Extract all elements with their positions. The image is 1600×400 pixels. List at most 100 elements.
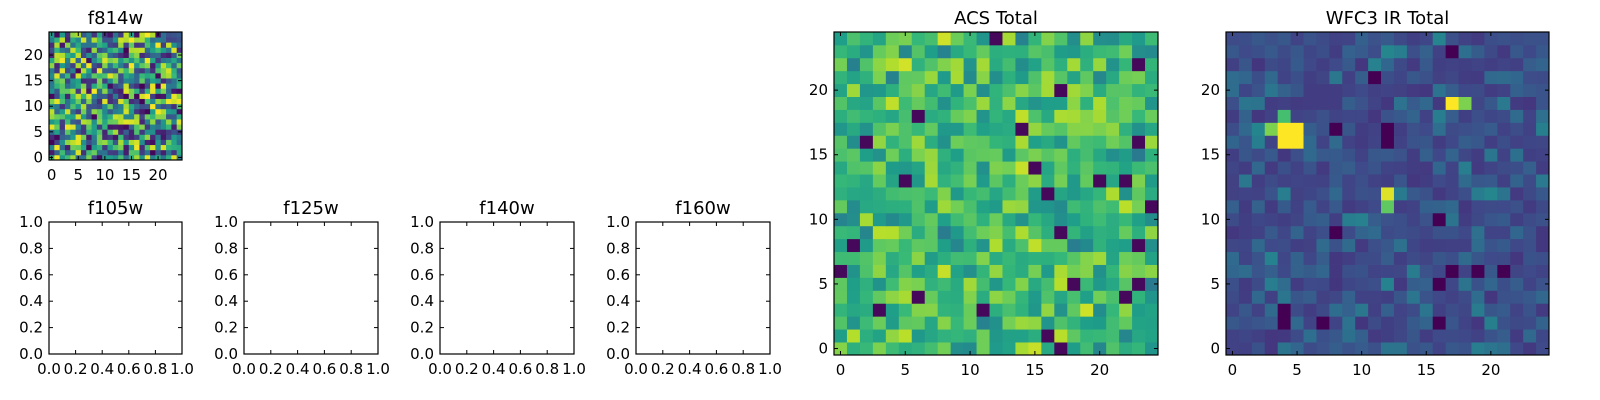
heatmap-cell (1106, 290, 1120, 304)
heatmap-cell (118, 124, 124, 130)
heatmap-cell (166, 67, 172, 74)
heatmap-cell (118, 139, 124, 146)
heatmap-cell (1303, 83, 1317, 97)
heatmap-cell (102, 83, 108, 89)
heatmap-cell (1093, 96, 1107, 110)
heatmap-cell (1458, 238, 1472, 253)
heatmap-cell (70, 37, 76, 43)
heatmap-cell (1342, 122, 1356, 136)
heatmap-cell (70, 119, 76, 125)
heatmap-cell (1303, 251, 1317, 265)
heatmap-cell (86, 32, 92, 38)
heatmap-cell (1355, 135, 1369, 149)
heatmap-cell (1264, 316, 1279, 330)
heatmap-cell (102, 62, 108, 69)
heatmap-cell (1316, 32, 1330, 46)
heatmap-cell (1106, 109, 1120, 123)
heatmap-cell (846, 187, 861, 201)
heatmap-cell (123, 113, 130, 120)
heatmap-cell (1015, 225, 1029, 240)
heatmap-cell (1471, 277, 1485, 291)
heatmap-cell (123, 134, 130, 140)
heatmap-cell (70, 113, 76, 120)
heatmap-cell (1093, 251, 1107, 265)
heatmap-cell (1523, 70, 1537, 85)
heatmap-cell (171, 57, 178, 64)
heatmap-cell (1303, 161, 1317, 175)
heatmap-cell (937, 212, 952, 227)
heatmap-cell (70, 72, 76, 79)
heatmap-cell (898, 187, 913, 201)
x-tick-label: 5 (73, 166, 83, 184)
heatmap-cell (1536, 316, 1550, 330)
heatmap-cell (1251, 122, 1266, 136)
heatmap-cell (1497, 277, 1511, 291)
heatmap-cell (989, 316, 1003, 330)
heatmap-cell (1132, 290, 1146, 304)
heatmap-cell (107, 119, 114, 125)
heatmap-cell (859, 290, 874, 304)
heatmap-cell (911, 70, 926, 85)
heatmap-cell (166, 52, 172, 58)
heatmap-cell (1080, 277, 1094, 291)
heatmap-cell (1132, 32, 1146, 46)
heatmap-cell (846, 316, 861, 330)
heatmap-cell (924, 122, 939, 136)
heatmap-cell (859, 174, 874, 188)
heatmap-cell (1226, 187, 1240, 201)
heatmap-cell (1393, 277, 1408, 291)
heatmap-cell (64, 62, 71, 69)
heatmap-cell (1080, 96, 1094, 110)
heatmap-cell (1536, 303, 1550, 317)
heatmap-cell (1303, 135, 1317, 149)
heatmap-cell (144, 72, 151, 79)
heatmap-cell (176, 47, 183, 53)
heatmap-cell (1054, 277, 1068, 291)
heatmap-cell (91, 154, 98, 161)
heatmap-cell (1406, 122, 1421, 136)
heatmap-cell (1316, 251, 1330, 265)
heatmap-cell (1132, 225, 1146, 240)
heatmap-cell (1015, 303, 1029, 317)
heatmap-cell (49, 62, 55, 69)
heatmap-cell (166, 42, 172, 48)
heatmap-cell (86, 83, 92, 89)
heatmap-cell (80, 139, 87, 146)
heatmap-cell (950, 148, 964, 162)
heatmap-cell (1471, 199, 1485, 214)
heatmap-cell (1119, 277, 1133, 291)
heatmap-cell (1510, 199, 1524, 214)
heatmap-cell (834, 303, 848, 317)
x-tick-label: 20 (1090, 361, 1109, 379)
heatmap-cell (1419, 96, 1434, 110)
x-tick-label: 1.0 (758, 360, 782, 378)
x-tick-label: 1.0 (562, 360, 586, 378)
heatmap-cell (1145, 303, 1159, 317)
heatmap-cell (54, 113, 61, 120)
heatmap-cell (49, 47, 55, 53)
heatmap-cell (1419, 32, 1434, 46)
heatmap-cell (1406, 277, 1421, 291)
heatmap-cell (128, 88, 135, 94)
heatmap-cell (1238, 109, 1253, 123)
heatmap-cell (963, 212, 977, 227)
heatmap-cell (134, 32, 140, 38)
heatmap-cell (1028, 44, 1042, 59)
heatmap-cell (1445, 174, 1459, 188)
heatmap-cell (144, 134, 151, 140)
heatmap-cell (139, 129, 146, 135)
heatmap-cell (1226, 109, 1240, 123)
heatmap-cell (950, 251, 964, 265)
heatmap-cell (1316, 44, 1330, 59)
heatmap-cell (166, 149, 172, 156)
heatmap-cell (1510, 303, 1524, 317)
heatmap-cell (976, 44, 990, 59)
heatmap-cell (1093, 290, 1107, 304)
heatmap-cell (1067, 148, 1081, 162)
heatmap-cell (950, 57, 964, 72)
heatmap-cell (107, 42, 114, 48)
heatmap-cell (1015, 32, 1029, 46)
heatmap-cell (1067, 342, 1081, 356)
heatmap-cell (59, 144, 66, 151)
